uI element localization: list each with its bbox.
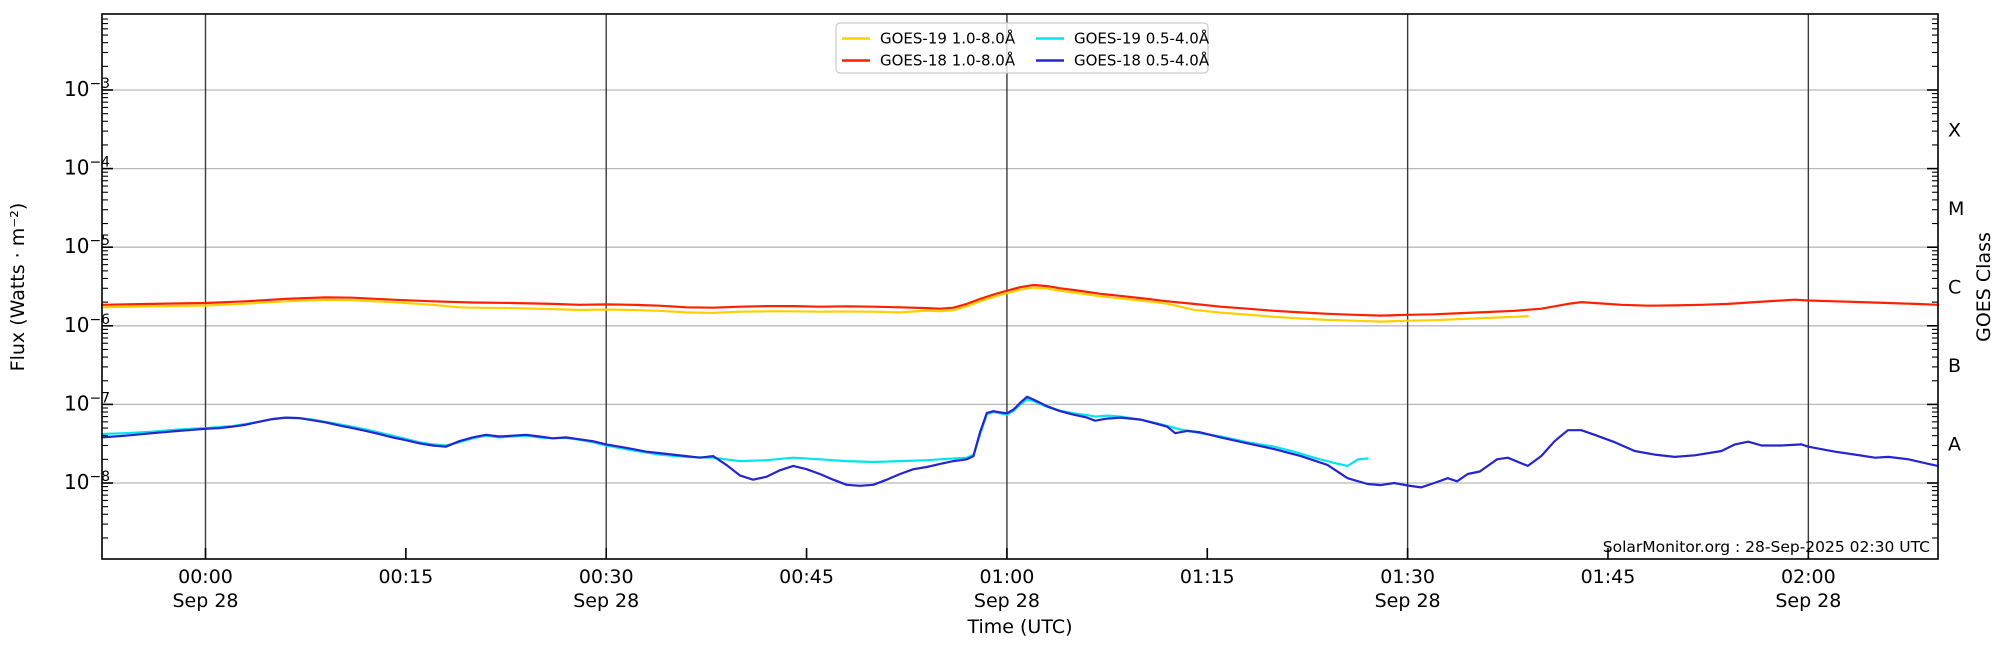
x-tick-label: 01:15	[1180, 566, 1235, 588]
x-tick-date-label: Sep 28	[172, 590, 238, 612]
vertical-gridlines	[204, 14, 1810, 559]
goes-class-labels: X M C B A	[1948, 119, 1964, 455]
x-tick-date-label: Sep 28	[573, 590, 639, 612]
y-axis-title-right: GOES Class	[1973, 232, 1995, 342]
x-axis-title: Time (UTC)	[966, 616, 1072, 638]
goes-class-x: X	[1948, 119, 1961, 141]
legend-label-goes18-short: GOES-18 0.5-4.0Å	[1074, 51, 1210, 70]
goes-class-c: C	[1948, 277, 1961, 299]
x-tick-label: 01:45	[1581, 566, 1636, 588]
goes-class-m: M	[1948, 198, 1964, 220]
curve-goes18-short	[100, 395, 1939, 489]
y-axis-title-left: Flux (Watts · m⁻²)	[7, 203, 29, 372]
legend-label-goes19-short: GOES-19 0.5-4.0Å	[1074, 29, 1210, 48]
curve-goes19-long	[100, 286, 1529, 323]
x-tick-label: 00:15	[378, 566, 433, 588]
plot-border	[101, 13, 1939, 560]
x-tick-label: 01:30	[1380, 566, 1435, 588]
goes-class-a: A	[1948, 434, 1961, 456]
legend-label-goes19-long: GOES-19 1.0-8.0Å	[880, 29, 1016, 48]
flux-curves	[100, 283, 1939, 489]
x-tick-date-label: Sep 28	[1375, 590, 1441, 612]
legend-label-goes18-long: GOES-18 1.0-8.0Å	[880, 51, 1016, 70]
x-tick-date-label: Sep 28	[1775, 590, 1841, 612]
x-tick-date-label: Sep 28	[974, 590, 1040, 612]
attribution-text: SolarMonitor.org : 28-Sep-2025 02:30 UTC	[1603, 538, 1930, 556]
legend: GOES-19 1.0-8.0Å GOES-18 1.0-8.0Å GOES-1…	[835, 22, 1210, 74]
curve-goes18-long	[100, 283, 1939, 317]
x-tick-label: 01:00	[980, 566, 1035, 588]
axis-ticks	[102, 18, 1938, 559]
x-tick-label: 00:00	[178, 566, 233, 588]
x-tick-label: 00:45	[779, 566, 834, 588]
goes-class-b: B	[1948, 355, 1961, 377]
x-tick-label: 02:00	[1781, 566, 1836, 588]
legend-box	[835, 22, 1209, 74]
x-tick-label: 00:30	[579, 566, 634, 588]
